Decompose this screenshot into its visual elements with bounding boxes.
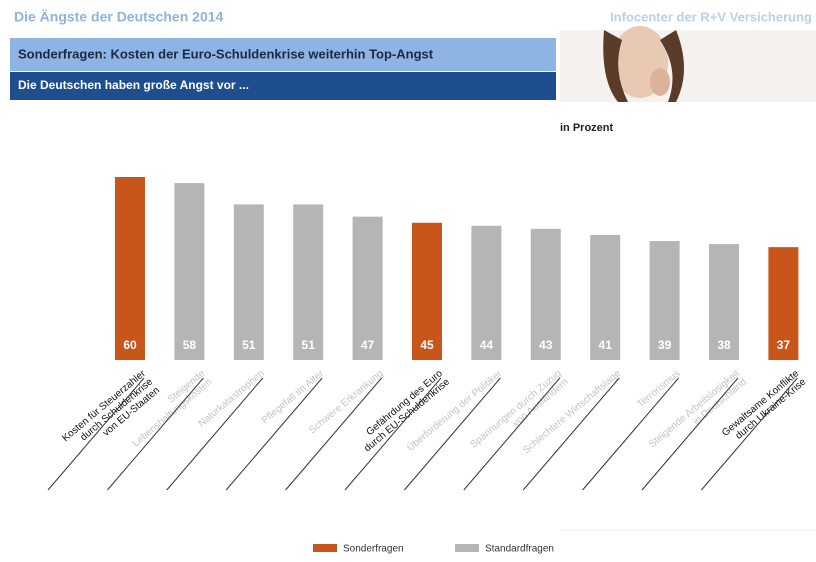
value-label: 39	[658, 338, 672, 352]
bar	[174, 183, 205, 360]
legend-swatch	[455, 544, 479, 552]
value-label: 47	[361, 338, 375, 352]
label-rule	[463, 377, 561, 491]
label-rule	[107, 377, 204, 491]
label-rule	[166, 377, 264, 491]
x-tick-label: Pflegefall im Alter	[260, 367, 327, 426]
x-tick-label: Terrorismus	[635, 368, 682, 410]
label-line: Terrorismus	[635, 368, 682, 410]
label-rule	[701, 377, 798, 491]
bar	[115, 177, 145, 360]
label-rule	[582, 377, 679, 491]
label-rule	[225, 377, 323, 491]
label-rule	[404, 377, 501, 491]
value-label: 58	[183, 338, 197, 352]
unit-label: in Prozent	[560, 122, 614, 134]
bar	[530, 228, 561, 360]
label-rule	[47, 377, 145, 491]
chart-title: Sonderfragen: Kosten der Euro-Schuldenkr…	[18, 46, 434, 61]
bar	[768, 247, 799, 360]
value-label: 41	[599, 338, 613, 352]
bar	[471, 225, 502, 360]
bar	[709, 244, 739, 360]
value-label: 51	[302, 338, 316, 352]
bar	[590, 234, 621, 360]
label-rule	[344, 377, 442, 491]
header-title: Die Ängste der Deutschen 2014	[14, 9, 224, 25]
title-band	[10, 38, 556, 71]
legend-label: Standardfragen	[485, 544, 554, 555]
subtitle-band	[10, 72, 556, 100]
x-tick-label: Kosten für Steuerzahlerdurch Schuldenkri…	[60, 367, 162, 460]
value-label: 37	[777, 338, 791, 352]
value-label: 45	[420, 338, 434, 352]
bar	[412, 222, 442, 360]
legend-label: Sonderfragen	[343, 544, 404, 555]
chart-subtitle: Die Deutschen haben große Angst vor ...	[18, 78, 249, 92]
value-label: 44	[480, 338, 494, 352]
label-rule	[285, 377, 382, 491]
label-line: Pflegefall im Alter	[260, 367, 327, 426]
value-label: 43	[539, 338, 553, 352]
bar	[352, 216, 383, 360]
label-rule	[522, 377, 620, 491]
photo	[560, 26, 816, 102]
legend-swatch	[313, 544, 337, 552]
header-source: Infocenter der R+V Versicherung	[610, 9, 812, 24]
bar	[233, 204, 264, 360]
label-rule	[641, 377, 739, 491]
value-label: 60	[123, 338, 137, 352]
value-label: 38	[717, 338, 731, 352]
bar	[649, 241, 680, 360]
value-label: 51	[242, 338, 256, 352]
bar	[293, 204, 324, 360]
